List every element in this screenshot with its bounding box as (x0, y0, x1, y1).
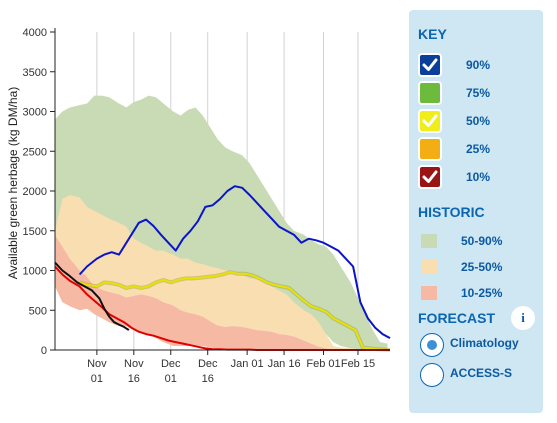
x-tick-label: Dec (198, 358, 218, 370)
radio-icon[interactable] (420, 363, 444, 387)
x-tick-label: Feb 01 (306, 358, 340, 370)
y-tick-label: 3500 (23, 67, 47, 79)
series-line-50% (79, 271, 391, 351)
herbage-chart: 0 500 1000 1500 2000 2500 3000 3500 4000 Nov 01 Nov… (6, 27, 391, 385)
y-tick-label: 0 (41, 345, 47, 357)
percentile-bands (55, 95, 388, 350)
y-tick-label: 3000 (23, 107, 47, 119)
historic-swatch (421, 234, 437, 248)
y-tick-label: 1000 (23, 266, 47, 278)
forecast-option-label: Climatology (450, 336, 519, 350)
checkbox-checked-icon[interactable] (418, 165, 442, 189)
y-tick-label: 4000 (23, 27, 47, 39)
band-10-25% (55, 234, 388, 350)
checkbox-checked-icon[interactable] (418, 53, 442, 77)
legend-panel: KEY 90% 75% 50% 25% 10% HISTORIC 50-90% 25-50… (409, 10, 543, 413)
key-item-label: 50% (466, 114, 491, 128)
x-tick-label-line2: 16 (202, 373, 214, 385)
x-tick-label: Feb 15 (341, 358, 375, 370)
key-item-90pct[interactable]: 90% (418, 53, 490, 77)
band-50-90% (55, 95, 388, 350)
key-item-10pct[interactable]: 10% (418, 165, 490, 189)
x-tick-label: Jan 01 (231, 358, 264, 370)
historic-label: 10-25% (461, 286, 503, 300)
key-item-label: 25% (466, 142, 491, 156)
forecast-title: FORECAST (418, 310, 495, 326)
checkbox-icon[interactable] (418, 137, 442, 161)
key-title: KEY (418, 26, 447, 42)
forecast-option-label: ACCESS-S (450, 366, 513, 380)
x-tick-label: Nov (124, 358, 144, 370)
checkbox-icon[interactable] (418, 81, 442, 105)
series-line-90% (78, 185, 391, 339)
x-tick-label: Jan 16 (268, 358, 301, 370)
radio-selected-icon[interactable] (420, 333, 444, 357)
x-tick-label-line2: 01 (91, 373, 103, 385)
x-tick-label-line2: 01 (165, 373, 177, 385)
historic-label: 50-90% (461, 234, 503, 248)
key-item-75pct[interactable]: 75% (418, 81, 490, 105)
key-item-label: 90% (466, 58, 491, 72)
info-icon[interactable]: i (511, 306, 535, 330)
x-tick-label: Dec (161, 358, 181, 370)
historic-title: HISTORIC (418, 204, 485, 220)
y-tick-label: 1500 (23, 226, 47, 238)
y-tick-label: 500 (29, 305, 47, 317)
key-item-25pct[interactable]: 25% (418, 137, 490, 161)
band-25-50% (55, 195, 388, 350)
y-tick-label: 2500 (23, 146, 47, 158)
axes: 0 500 1000 1500 2000 2500 3000 3500 4000 Nov 01 Nov… (23, 27, 390, 385)
x-tick-label-line2: 16 (128, 373, 140, 385)
y-axis-title: Available green herbage (kg DM/ha) (6, 87, 20, 280)
y-tick-label: 2000 (23, 186, 47, 198)
x-tick-label: Nov (87, 358, 107, 370)
key-item-label: 10% (466, 170, 491, 184)
key-item-label: 75% (466, 86, 491, 100)
checkbox-checked-icon[interactable] (418, 109, 442, 133)
historic-label: 25-50% (461, 260, 503, 274)
key-item-50pct[interactable]: 50% (418, 109, 490, 133)
historic-swatch (421, 286, 437, 300)
historic-swatch (421, 260, 437, 274)
series-line-Observed (54, 261, 130, 331)
